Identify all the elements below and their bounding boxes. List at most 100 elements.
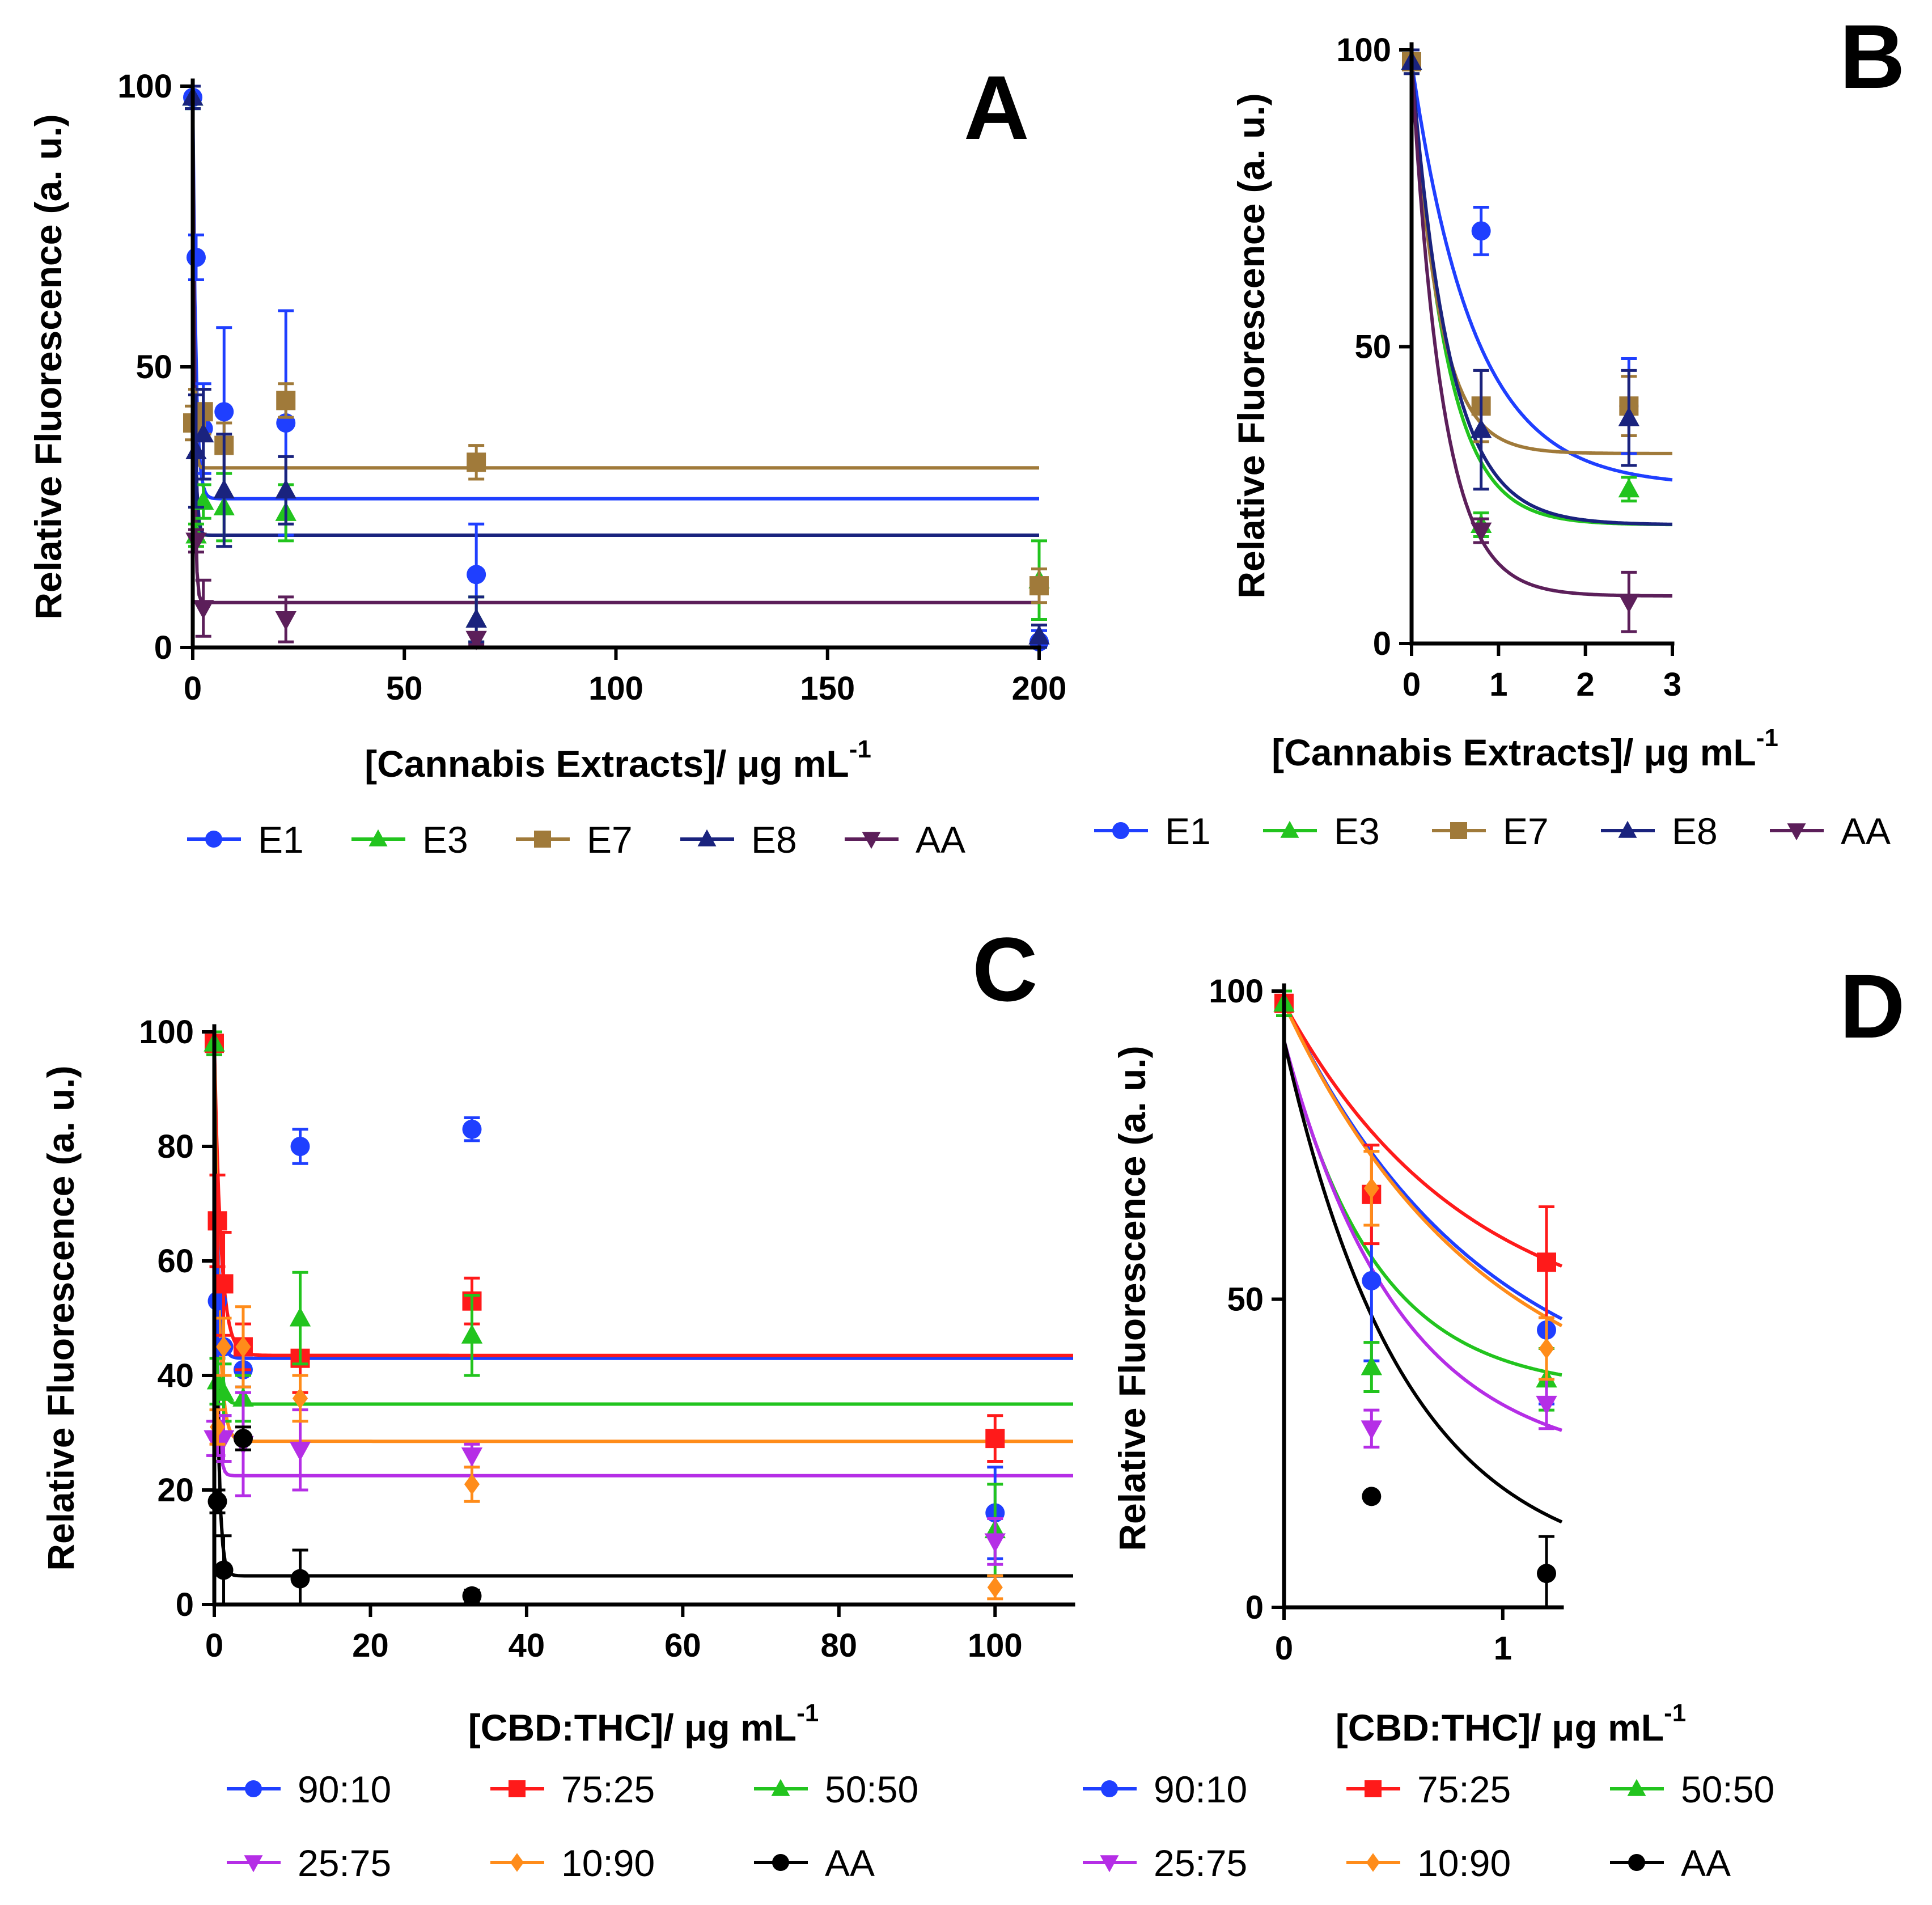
x-tick-label: 40 <box>509 1627 545 1664</box>
data-point-E7 <box>276 391 296 410</box>
legend-label: 50:50 <box>1681 1768 1774 1810</box>
legend-item-E3: E3 <box>1263 810 1380 852</box>
data-point-50:50 <box>461 1324 483 1344</box>
legend-item-E7: E7 <box>516 819 633 861</box>
legend-label: 10:90 <box>1417 1842 1511 1884</box>
fit-line-E1 <box>191 97 1039 501</box>
legend-label: E1 <box>258 819 304 861</box>
x-tick-label: 0 <box>205 1627 223 1664</box>
data-point-50:50 <box>1361 1356 1383 1375</box>
y-tick-label: 40 <box>157 1357 194 1394</box>
data-point-75:25 <box>1536 1252 1556 1272</box>
data-point-AA <box>1618 594 1640 613</box>
legend-item-E1: E1 <box>187 819 304 861</box>
y-tick-label: 0 <box>1245 1589 1264 1626</box>
y-axis-label: Relative Fluorescence (a. u.) <box>27 114 69 619</box>
legend-label: 25:75 <box>1154 1842 1247 1884</box>
fit-line-E8 <box>1410 61 1672 526</box>
fit-line-90:10 <box>1282 1002 1563 1320</box>
data-point-25:75 <box>461 1447 483 1467</box>
x-tick-label: 50 <box>386 670 423 707</box>
data-point-AA <box>207 1492 227 1512</box>
data-point-25:75 <box>1361 1420 1383 1440</box>
data-point-25:75 <box>1536 1395 1557 1415</box>
data-point-E8 <box>465 608 487 628</box>
fit-line-25:75 <box>213 1043 1073 1478</box>
legend-label: E8 <box>751 819 797 861</box>
legend-item-25:75: 25:75 <box>227 1842 391 1884</box>
data-point-E8 <box>1618 407 1640 426</box>
x-axis-label: [Cannabis Extracts]/ μg mL-1 <box>365 735 871 785</box>
fit-line-75:25 <box>1282 1002 1563 1268</box>
fit-line-AA <box>1282 1040 1563 1524</box>
fit-line-50:50 <box>213 1043 1073 1406</box>
legend-label: 25:75 <box>298 1842 391 1884</box>
data-point-E1 <box>1471 221 1491 241</box>
legend-item-AA: AA <box>1770 810 1891 852</box>
fit-line-10:90 <box>1282 1002 1563 1327</box>
y-tick-label: 0 <box>154 629 172 666</box>
x-tick-label: 0 <box>1403 666 1421 703</box>
x-axis-label: [CBD:THC]/ μg mL-1 <box>468 1699 819 1749</box>
legend-label: 75:25 <box>561 1768 655 1810</box>
x-tick-label: 1 <box>1489 666 1507 703</box>
data-point-10:90 <box>1363 1178 1379 1199</box>
legend-label: E7 <box>1503 810 1549 852</box>
data-point-E7 <box>467 452 486 472</box>
legend-label: E1 <box>1165 810 1211 852</box>
legend-item-50:50: 50:50 <box>754 1768 918 1810</box>
y-tick-label: 100 <box>1336 32 1391 69</box>
y-tick-label: 100 <box>117 68 172 105</box>
data-point-AA <box>233 1429 253 1449</box>
x-tick-label: 3 <box>1663 666 1681 703</box>
fit-curves <box>191 97 1039 604</box>
data-point-AA <box>1470 522 1492 542</box>
legend-item-25:75: 25:75 <box>1083 1842 1247 1884</box>
data-point-10:90 <box>1539 1337 1554 1360</box>
legend-item-E8: E8 <box>680 819 797 861</box>
data-point-AA <box>192 600 214 620</box>
fit-line-50:50 <box>1282 1040 1562 1377</box>
data-point-10:90 <box>235 1336 251 1358</box>
legend-label: 10:90 <box>561 1842 655 1884</box>
data-point-AA <box>290 1569 310 1589</box>
legend-label: 75:25 <box>1417 1768 1511 1810</box>
fit-line-75:25 <box>213 1043 1073 1357</box>
panel-letter: B <box>1840 6 1905 107</box>
data-point-50:50 <box>213 1381 235 1401</box>
legend-label: AA <box>1841 810 1891 852</box>
data-point-AA <box>465 630 487 650</box>
x-tick-label: 1 <box>1494 1630 1512 1667</box>
panel-a: 0 50 100 150 200 0 50 100 Relative Fluorescence … <box>27 57 1066 861</box>
legend-item-E1: E1 <box>1094 810 1211 852</box>
data-point-E8 <box>275 479 296 499</box>
y-axis-label: Relative Fluorescence (a. u.) <box>1230 93 1272 598</box>
legend-item-AA: AA <box>845 819 965 861</box>
y-tick-label: 50 <box>135 349 172 386</box>
data-point-10:90 <box>215 1336 232 1358</box>
data-point-E1 <box>186 247 206 267</box>
legend-item-E8: E8 <box>1601 810 1718 852</box>
legend-item-10:90: 10:90 <box>490 1842 655 1884</box>
x-tick-label: 2 <box>1577 666 1595 703</box>
data-point-75:25 <box>207 1211 227 1231</box>
legend-item-E3: E3 <box>351 819 468 861</box>
fit-line-90:10 <box>213 1043 1073 1360</box>
data-point-90:10 <box>290 1137 310 1156</box>
legend-item-90:10: 90:10 <box>227 1768 391 1810</box>
legend-item-AA: AA <box>1610 1842 1731 1884</box>
y-axis-label: Relative Fluorescence (a. u.) <box>40 1065 82 1570</box>
data-point-90:10 <box>462 1119 482 1139</box>
fit-curves <box>1282 1002 1563 1524</box>
data-point-E7 <box>1029 576 1049 596</box>
data-point-AA <box>1536 1564 1556 1584</box>
legend-item-50:50: 50:50 <box>1610 1768 1774 1810</box>
y-tick-label: 50 <box>1227 1281 1264 1318</box>
x-tick-label: 0 <box>184 670 202 707</box>
x-axis-label: [CBD:THC]/ μg mL-1 <box>1336 1699 1686 1749</box>
fit-line-25:75 <box>1282 1040 1562 1432</box>
y-axis-label: Relative Fluorescence (a. u.) <box>1111 1045 1153 1551</box>
legend-label: 90:10 <box>298 1768 391 1810</box>
